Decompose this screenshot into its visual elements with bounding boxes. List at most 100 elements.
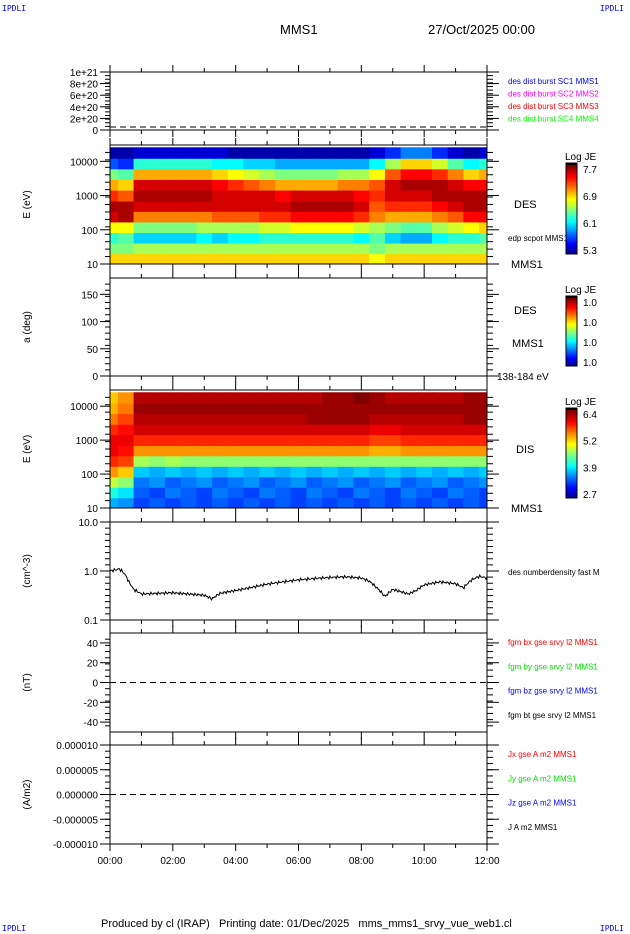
colorbar-cap: [566, 296, 577, 298]
colorbar-segment: [566, 423, 577, 426]
corner-label-top-left: IPDLI: [2, 4, 27, 13]
spectrogram-cell: [164, 147, 182, 159]
spectrogram-cell: [243, 486, 260, 499]
spectrogram-cell: [447, 486, 464, 499]
colorbar-segment: [566, 467, 577, 470]
y-tick-label: 0.000005: [56, 766, 98, 777]
spectrogram-cell: [212, 444, 229, 457]
spectrogram-cell: [180, 423, 197, 436]
spectrogram-cell: [463, 434, 480, 447]
spectrogram-cell: [447, 434, 464, 447]
spectrogram-cell: [274, 423, 292, 436]
colorbar-segment: [566, 438, 577, 442]
spectrogram-cell: [416, 168, 433, 180]
spectrogram-cell: [274, 210, 292, 223]
spectrogram-cell: [306, 423, 323, 436]
spectrogram-cell: [196, 232, 213, 244]
spectrogram-cell: [164, 242, 182, 255]
spectrogram-cell: [117, 190, 135, 202]
legend-entry: J A m2 MMS1: [508, 823, 558, 832]
colorbar-segment: [566, 432, 577, 435]
spectrogram-cell: [353, 179, 370, 191]
spectrogram-cell: [259, 157, 276, 170]
spectrogram-cell: [337, 210, 354, 223]
legend-entry: des numberdensity fast M: [508, 568, 600, 577]
colorbar-segment: [566, 359, 577, 362]
colorbar-segment: [566, 412, 577, 415]
spectrogram-cell: [432, 190, 449, 202]
spectrogram-cell: [149, 253, 166, 265]
spectrogram-cell: [212, 455, 229, 467]
spectrogram-cell: [479, 200, 488, 212]
spectrogram-cell: [337, 221, 354, 234]
colorbar-title: Log JE: [565, 152, 596, 163]
spectrogram-cell: [243, 392, 260, 404]
spectrogram-cell: [432, 200, 449, 212]
spectrogram-cell: [117, 200, 135, 212]
spectrogram-cell: [322, 402, 339, 415]
spectrogram-cell: [416, 413, 433, 425]
spectrogram-cell: [337, 242, 354, 255]
spectrogram-cell: [322, 497, 339, 509]
colorbar-segment: [566, 303, 577, 306]
spectrogram-cell: [110, 232, 119, 244]
spectrogram-cell: [447, 455, 464, 467]
spectrogram-cell: [416, 221, 433, 234]
spectrogram-cell: [212, 210, 229, 223]
spectrogram-cell: [353, 465, 370, 478]
spectrogram-cell: [400, 232, 417, 244]
spectrogram-cell: [416, 465, 433, 478]
spectrogram-cell: [133, 210, 150, 223]
spectrogram-cell: [274, 232, 292, 244]
colorbar-segment: [566, 460, 577, 464]
spectrogram-cell: [463, 423, 480, 436]
spectrogram-cell: [337, 465, 354, 478]
spectrogram-cell: [384, 476, 402, 488]
spectrogram-cell: [353, 147, 370, 159]
colorbar-segment: [566, 449, 577, 453]
y-tick-label: 10: [87, 504, 99, 515]
y-tick-label: 1000: [76, 436, 99, 447]
x-tick-label: 08:00: [349, 856, 374, 867]
spectrogram-cell: [149, 465, 166, 478]
spectrogram-cell: [432, 253, 449, 265]
spectrogram-cell: [133, 434, 150, 447]
spectrogram-cell: [479, 465, 488, 478]
spectrogram-cell: [259, 242, 276, 255]
spectrogram-cell: [337, 200, 354, 212]
spectrogram-cell: [463, 232, 480, 244]
spectrogram-cell: [133, 147, 150, 159]
colorbar-tick-label: 5.3: [583, 246, 597, 257]
spectrogram-cell: [180, 434, 197, 447]
spectrogram-cell: [416, 200, 433, 212]
spectrogram-cell: [196, 476, 213, 488]
spectrogram-cell: [369, 221, 386, 234]
spectrogram-cell: [322, 190, 339, 202]
y-tick-label: 0.000010: [56, 741, 98, 752]
colorbar-segment: [566, 471, 577, 475]
colorbar-segment: [566, 207, 577, 210]
spectrogram-cell: [384, 253, 402, 265]
spectrogram-cell: [384, 210, 402, 223]
colorbar-segment: [566, 169, 577, 173]
colorbar-segment: [566, 495, 577, 499]
spectrogram-cell: [133, 486, 150, 499]
y-tick-label: 50: [87, 345, 99, 356]
spectrogram-cell: [463, 486, 480, 499]
colorbar-tick-label: 1.0: [583, 298, 597, 309]
colorbar: [565, 162, 578, 255]
spectrogram-cell: [369, 423, 386, 436]
spectrogram-cell: [274, 157, 292, 170]
spectrogram-cell: [463, 147, 480, 159]
spectrogram-cell: [447, 413, 464, 425]
colorbar-tick-label: 1.0: [583, 338, 597, 349]
spectrogram-cell: [164, 497, 182, 509]
spectrogram-cell: [149, 497, 166, 509]
spectrogram-cell: [337, 157, 354, 170]
spectrogram-cell: [322, 486, 339, 499]
spectrogram-cell: [110, 465, 119, 478]
spectrogram-cell: [212, 465, 229, 478]
spectrogram-cell: [384, 423, 402, 436]
spectrogram-cell: [416, 423, 433, 436]
spectrogram-cell: [447, 444, 464, 457]
